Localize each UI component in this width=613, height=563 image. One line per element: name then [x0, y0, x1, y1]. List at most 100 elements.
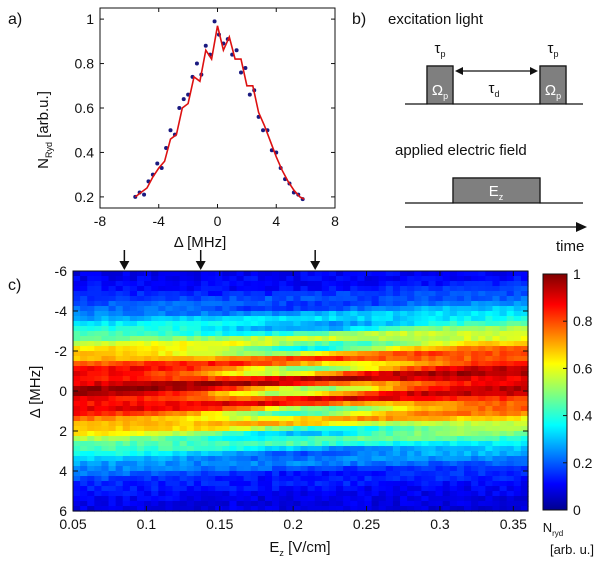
- heatmap-cell: [371, 396, 380, 402]
- heatmap-cell: [328, 401, 337, 407]
- heatmap-cell: [222, 331, 231, 337]
- heatmap-cell: [101, 356, 110, 362]
- heatmap-cell: [293, 386, 302, 392]
- data-point: [155, 161, 160, 166]
- heatmap-cell: [236, 491, 245, 497]
- heatmap-cell: [286, 291, 294, 297]
- heatmap-cell: [471, 396, 479, 402]
- heatmap-cell: [193, 331, 202, 337]
- heatmap-cell: [385, 311, 394, 317]
- heatmap-cell: [108, 441, 117, 447]
- heatmap-cell: [222, 451, 231, 457]
- heatmap-cell: [144, 446, 152, 452]
- heatmap-cell: [279, 476, 287, 482]
- heatmap-cell: [307, 481, 316, 487]
- heatmap-cell: [513, 316, 522, 322]
- heatmap-cell: [293, 371, 302, 377]
- panel-c-ylabel: Δ [MHz]: [27, 366, 44, 419]
- heatmap-cell: [385, 506, 394, 512]
- heatmap-cell: [485, 291, 494, 297]
- heatmap-cell: [435, 431, 444, 437]
- heatmap-cell: [485, 476, 494, 482]
- heatmap-cell: [428, 421, 437, 427]
- heatmap-cell: [158, 446, 167, 452]
- heatmap-cell: [229, 391, 238, 397]
- heatmap-cell: [94, 366, 103, 372]
- heatmap-cell: [73, 386, 81, 392]
- heatmap-cell: [172, 471, 181, 477]
- heatmap-cell: [321, 486, 330, 492]
- heatmap-cell: [442, 471, 451, 477]
- heatmap-cell: [520, 371, 529, 377]
- heatmap-cell: [428, 291, 437, 297]
- heatmap-cell: [321, 391, 330, 397]
- heatmap-cell: [350, 396, 358, 402]
- heatmap-cell: [435, 406, 444, 412]
- heatmap-cell: [80, 496, 88, 502]
- heatmap-cell: [328, 471, 337, 477]
- heatmap-cell: [407, 281, 415, 287]
- heatmap-cell: [87, 501, 95, 507]
- heatmap-cell: [435, 396, 444, 402]
- heatmap-cell: [364, 466, 373, 472]
- heatmap-cell: [122, 471, 131, 477]
- heatmap-cell: [456, 306, 465, 312]
- heatmap-cell: [236, 281, 245, 287]
- heatmap-cell: [300, 331, 309, 337]
- heatmap-cell: [179, 396, 188, 402]
- heatmap-cell: [129, 401, 138, 407]
- heatmap-cell: [464, 276, 472, 282]
- panel-c-ytick-label: 4: [59, 463, 67, 479]
- heatmap-cell: [392, 386, 401, 392]
- heatmap-cell: [520, 326, 529, 332]
- heatmap-cell: [208, 296, 216, 302]
- heatmap-cell: [179, 426, 188, 432]
- heatmap-cell: [321, 426, 330, 432]
- heatmap-cell: [115, 426, 124, 432]
- heatmap-cell: [179, 436, 188, 442]
- heatmap-cell: [172, 501, 181, 507]
- heatmap-cell: [257, 316, 266, 322]
- heatmap-cell: [392, 481, 401, 487]
- heatmap-cell: [179, 306, 188, 312]
- heatmap-cell: [80, 376, 88, 382]
- heatmap-cell: [250, 486, 259, 492]
- heatmap-cell: [200, 506, 209, 512]
- heatmap-cell: [229, 441, 238, 447]
- heatmap-cell: [293, 501, 302, 507]
- heatmap-cell: [80, 316, 88, 322]
- heatmap-cell: [357, 426, 366, 432]
- heatmap-cell: [336, 336, 344, 342]
- heatmap-cell: [520, 296, 529, 302]
- heatmap-cell: [478, 411, 486, 417]
- heatmap-cell: [414, 351, 422, 357]
- heatmap-cell: [165, 296, 174, 302]
- heatmap-cell: [492, 416, 501, 422]
- heatmap-cell: [272, 351, 280, 357]
- heatmap-cell: [506, 306, 515, 312]
- heatmap-cell: [428, 441, 437, 447]
- heatmap-cell: [378, 416, 387, 422]
- heatmap-cell: [243, 431, 252, 437]
- heatmap-cell: [200, 386, 209, 392]
- heatmap-cell: [464, 291, 472, 297]
- heatmap-cell: [392, 296, 401, 302]
- heatmap-cell: [513, 506, 522, 512]
- heatmap-cell: [321, 336, 330, 342]
- heatmap-cell: [421, 271, 430, 277]
- heatmap-cell: [229, 286, 238, 292]
- heatmap-cell: [464, 446, 472, 452]
- heatmap-cell: [243, 296, 252, 302]
- heatmap-cell: [428, 271, 437, 277]
- heatmap-cell: [464, 481, 472, 487]
- heatmap-cell: [506, 371, 515, 377]
- heatmap-cell: [350, 381, 358, 387]
- heatmap-cell: [300, 481, 309, 487]
- heatmap-cell: [165, 506, 174, 512]
- heatmap-cell: [286, 391, 294, 397]
- heatmap-cell: [371, 351, 380, 357]
- heatmap-cell: [506, 471, 515, 477]
- heatmap-cell: [428, 486, 437, 492]
- heatmap-cell: [350, 336, 358, 342]
- heatmap-cell: [236, 501, 245, 507]
